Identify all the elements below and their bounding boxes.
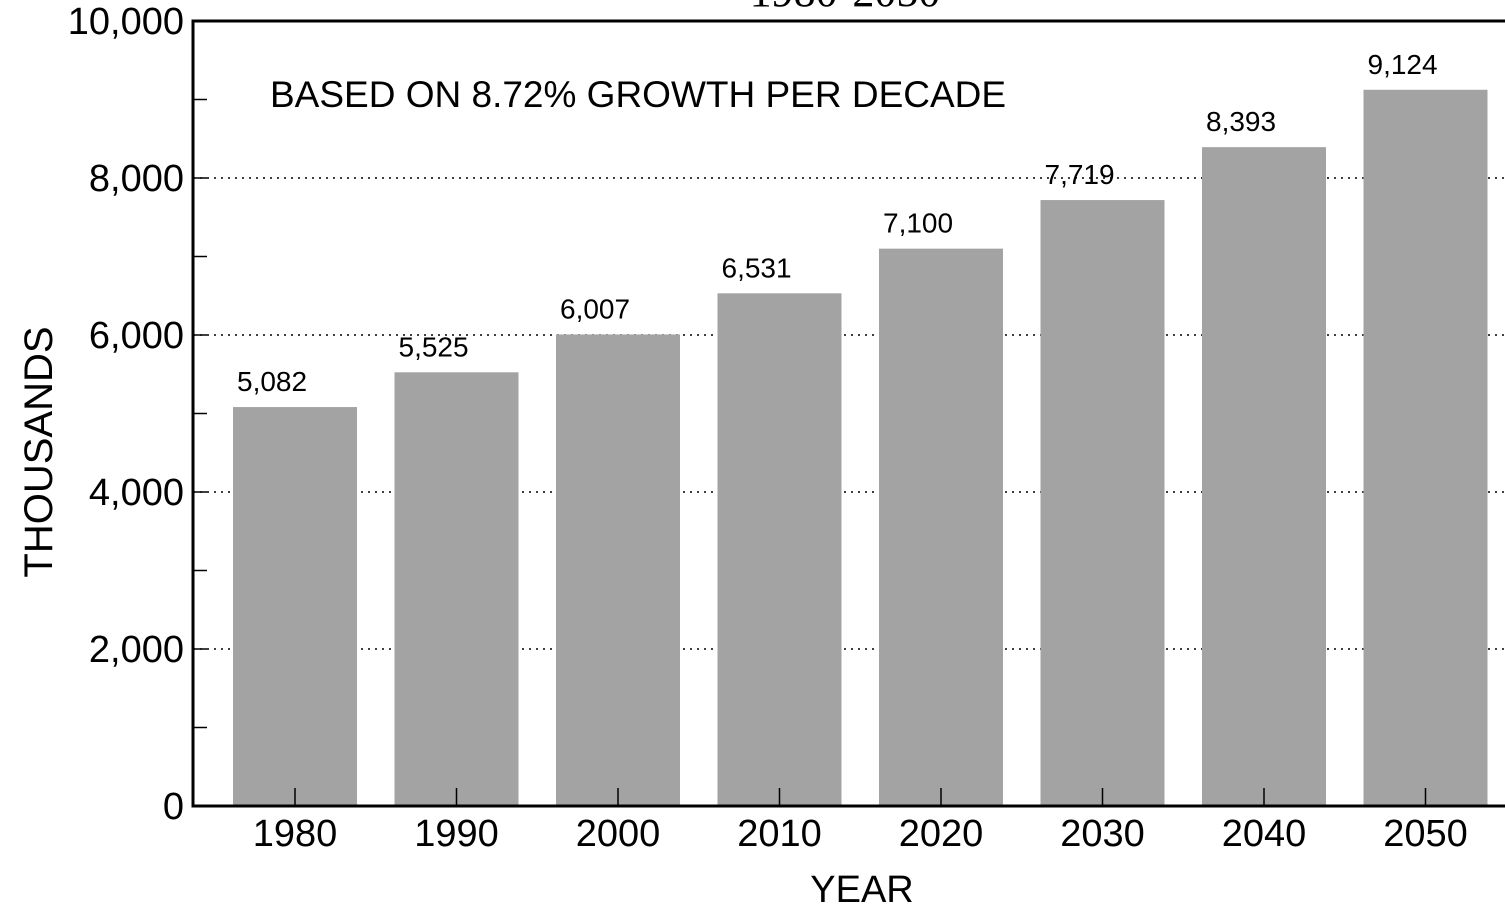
value-labels: 5,082 5,525 6,007 6,531 7,100 7,719 8,393 9,124 <box>237 49 1438 397</box>
bar-2030 <box>1040 200 1165 807</box>
y-axis-label: THOUSANDS <box>17 326 61 577</box>
bar-1990 <box>394 372 519 806</box>
x-axis-ticks: 1980 1990 2000 2010 2020 2030 2040 2050 <box>253 788 1468 855</box>
data-label: 7,719 <box>1045 159 1115 190</box>
x-tick-label: 2000 <box>576 813 661 855</box>
data-label: 5,082 <box>237 366 307 397</box>
chart-title: 1980-2050 <box>750 0 941 16</box>
x-tick-label: 1990 <box>414 813 499 855</box>
bar-2050 <box>1363 89 1488 807</box>
data-label: 8,393 <box>1206 106 1276 137</box>
x-tick-label: 2050 <box>1383 813 1468 855</box>
growth-annotation: BASED ON 8.72% GROWTH PER DECADE <box>270 74 1006 115</box>
data-label: 6,531 <box>722 252 792 283</box>
x-tick-label: 2040 <box>1222 813 1307 855</box>
y-axis-ticks: 0 2,000 4,000 6,000 8,000 10,000 <box>68 1 207 828</box>
y-tick-label: 4,000 <box>89 472 184 514</box>
bar-2000 <box>556 334 680 806</box>
x-tick-label: 2010 <box>737 813 822 855</box>
bar-2020 <box>879 248 1003 806</box>
x-tick-label: 2030 <box>1060 813 1145 855</box>
x-tick-label: 1980 <box>253 813 338 855</box>
data-label: 7,100 <box>883 208 953 239</box>
y-tick-label: 2,000 <box>89 629 184 671</box>
y-tick-label: 8,000 <box>89 158 184 200</box>
data-label: 9,124 <box>1368 49 1438 80</box>
x-tick-label: 2020 <box>899 813 984 855</box>
data-label: 6,007 <box>560 293 630 324</box>
bar-1980 <box>233 407 357 806</box>
x-axis-label: YEAR <box>810 869 913 906</box>
bars <box>233 89 1488 807</box>
y-tick-label: 0 <box>163 786 184 828</box>
bar-2040 <box>1202 147 1326 806</box>
y-tick-label: 10,000 <box>68 1 184 43</box>
bar-2010 <box>717 293 842 806</box>
y-tick-label: 6,000 <box>89 315 184 357</box>
data-label: 5,525 <box>399 331 469 362</box>
